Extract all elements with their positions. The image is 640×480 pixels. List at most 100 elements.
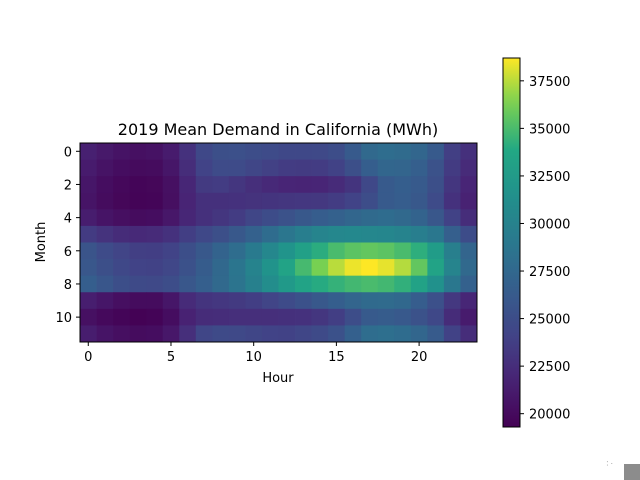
heatmap-cell [311,308,329,326]
heatmap-cell [427,242,445,260]
y-tick-label: 4 [64,212,72,227]
heatmap-cell [295,225,312,243]
heatmap-cell [311,275,329,293]
heatmap-cell [261,308,279,326]
heatmap-cell [443,176,461,194]
heatmap-cell [195,242,213,260]
heatmap-cell [443,159,461,177]
heatmap-cell [162,259,180,277]
heatmap-cell [278,325,296,343]
x-tick-label: 15 [328,350,345,365]
heatmap-cell [427,192,445,210]
heatmap-cell [228,192,246,210]
heatmap-cell [96,143,114,160]
heatmap-cell [245,159,263,177]
heatmap-cell [80,325,97,343]
heatmap-cell [113,292,131,310]
heatmap-cell [295,275,312,293]
heatmap-cell [129,176,147,194]
heatmap-cell [361,292,379,310]
heatmap-cell [443,209,461,227]
heatmap-cell [245,209,263,227]
heatmap-cell [460,292,478,310]
colorbar-tick-label: 37500 [529,75,570,90]
corner-widget[interactable]: ⠅⠂ [606,462,640,480]
heatmap-cell [344,325,362,343]
heatmap-cell [113,143,131,160]
heatmap-cell [460,176,478,194]
heatmap-cell [443,242,461,260]
heatmap-cell [295,192,312,210]
heatmap-cell [278,159,296,177]
heatmap-cell [96,225,114,243]
heatmap-cell [129,242,147,260]
heatmap-cell [146,275,164,293]
heatmap-cell [261,159,279,177]
heatmap-cell [328,275,346,293]
heatmap-cell [195,275,213,293]
heatmap-cell [377,209,395,227]
heatmap-cell [394,292,412,310]
heatmap-cell [377,292,395,310]
heatmap-cell [179,209,197,227]
heatmap-cell [295,209,312,227]
heatmap-cell [129,292,147,310]
heatmap-cell [179,159,197,177]
heatmap-cell [344,159,362,177]
dots-icon: ⠅⠂ [606,461,615,468]
heatmap-cell [228,259,246,277]
heatmap-cell [212,143,230,160]
heatmap-cell [410,292,428,310]
heatmap-cell [328,225,346,243]
heatmap-cell [410,192,428,210]
heatmap-cell [245,308,263,326]
heatmap-cell [228,225,246,243]
heatmap-cell [278,209,296,227]
colorbar-tick-label: 32500 [529,170,570,185]
heatmap-cell [361,176,379,194]
heatmap-cell [162,308,180,326]
heatmap-cell [179,242,197,260]
heatmap-cell [427,225,445,243]
heatmap-cell [295,159,312,177]
heatmap-cell [212,225,230,243]
heatmap-cell [394,192,412,210]
heatmap-cell [228,242,246,260]
heatmap-cell [410,259,428,277]
heatmap-cell [129,275,147,293]
heatmap-cell [261,325,279,343]
heatmap-cell [80,275,97,293]
heatmap-cell [377,275,395,293]
heatmap-cell [394,242,412,260]
heatmap-cell [377,176,395,194]
heatmap-cell [212,159,230,177]
heatmap-cell [410,325,428,343]
heatmap-cell [80,259,97,277]
heatmap-cell [261,192,279,210]
heatmap-cell [228,209,246,227]
heatmap-cell [212,176,230,194]
heatmap-cell [162,325,180,343]
heatmap-cell [410,159,428,177]
heatmap-cell [328,192,346,210]
heatmap-cell [96,308,114,326]
x-tick-label: 5 [167,350,175,365]
heatmap-cell [96,275,114,293]
heatmap-cell [311,209,329,227]
heatmap-cell [394,209,412,227]
heatmap-cell [113,275,131,293]
heatmap-cell [162,159,180,177]
heatmap-cell [311,325,329,343]
heatmap-cell [212,275,230,293]
heatmap-cell [179,192,197,210]
heatmap-cell [427,159,445,177]
heatmap-cell [361,143,379,160]
heatmap-cell [212,292,230,310]
heatmap-cell [361,209,379,227]
heatmap-cell [212,192,230,210]
colorbar [502,57,521,428]
heatmap-cell [377,242,395,260]
heatmap-cell [278,242,296,260]
heatmap-cell [146,192,164,210]
heatmap-cell [113,209,131,227]
